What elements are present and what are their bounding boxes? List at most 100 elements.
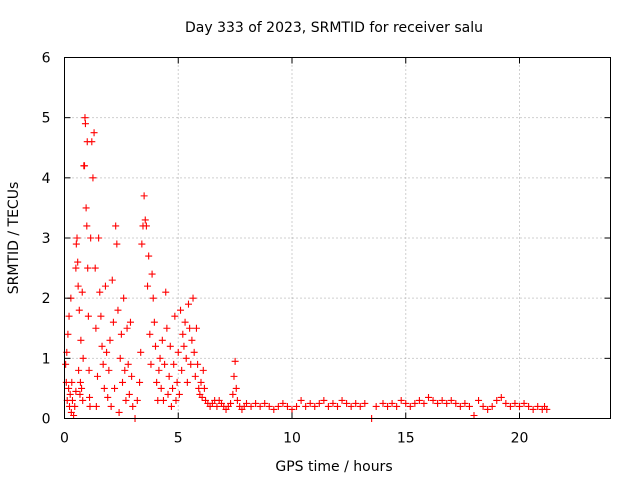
data-point <box>76 390 84 398</box>
data-point <box>81 120 89 128</box>
data-point <box>166 342 174 350</box>
data-point <box>388 399 396 407</box>
data-point <box>397 396 405 404</box>
data-point <box>456 402 464 410</box>
x-tick-label: 20 <box>511 431 529 447</box>
data-point <box>93 372 101 380</box>
data-point <box>231 357 239 365</box>
data-point <box>534 402 542 410</box>
y-tick-label: 5 <box>42 111 51 127</box>
y-tick-label: 4 <box>42 171 51 187</box>
data-point <box>288 405 296 413</box>
data-point <box>70 411 78 419</box>
data-point <box>429 396 437 404</box>
data-point <box>148 270 156 278</box>
data-point <box>101 282 109 290</box>
data-point <box>125 390 133 398</box>
data-point <box>243 399 250 407</box>
data-point <box>79 396 87 404</box>
data-point <box>352 399 360 407</box>
data-point <box>189 294 197 302</box>
tick-labels: 0 5 10 15 20 0 1 2 3 4 5 6 <box>42 51 529 447</box>
data-point <box>156 354 164 362</box>
data-point <box>115 408 123 416</box>
data-point <box>99 360 107 368</box>
data-point <box>71 402 79 410</box>
data-point <box>443 399 451 407</box>
data-point <box>452 399 460 407</box>
data-point <box>138 240 146 248</box>
data-point <box>159 396 167 404</box>
data-point <box>293 402 301 410</box>
data-point <box>112 222 120 230</box>
data-point <box>88 138 96 146</box>
data-point <box>520 399 528 407</box>
data-point <box>129 402 137 410</box>
data-point <box>182 354 190 362</box>
data-point <box>425 393 432 401</box>
data-point <box>83 222 91 230</box>
data-point <box>180 342 188 350</box>
data-point <box>324 402 332 410</box>
data-point <box>81 162 89 170</box>
data-point <box>247 402 255 410</box>
data-point <box>137 348 145 356</box>
data-point <box>279 399 287 407</box>
data-point <box>95 234 103 242</box>
data-point <box>140 192 148 200</box>
data-point <box>90 129 98 137</box>
data-point <box>420 399 428 407</box>
data-point <box>516 402 523 410</box>
data-point <box>169 384 177 392</box>
data-point <box>109 318 117 326</box>
data-point <box>256 402 264 410</box>
data-point <box>153 378 161 386</box>
data-point <box>68 396 76 404</box>
data-point <box>100 384 108 392</box>
data-point <box>66 390 74 398</box>
data-point <box>227 399 235 407</box>
data-point <box>188 336 196 344</box>
data-point <box>379 399 387 407</box>
data-point <box>229 390 237 398</box>
data-point <box>72 264 80 272</box>
data-point <box>167 402 175 410</box>
data-point <box>113 240 121 248</box>
data-point <box>497 393 505 401</box>
data-point <box>543 405 551 413</box>
data-point <box>484 405 492 413</box>
y-tick-label: 3 <box>42 231 51 247</box>
data-point <box>141 216 149 224</box>
data-point <box>85 366 93 374</box>
data-point <box>199 366 207 374</box>
data-point <box>181 318 189 326</box>
data-point <box>447 396 455 404</box>
data-point <box>78 384 86 392</box>
data-point <box>411 399 419 407</box>
data-point <box>121 366 129 374</box>
data-point <box>92 324 100 332</box>
x-tick-label: 5 <box>174 431 183 447</box>
axis-ticks <box>64 57 611 419</box>
data-point <box>502 399 510 407</box>
data-point <box>117 330 125 338</box>
data-point <box>120 294 128 302</box>
data-point <box>265 402 273 410</box>
data-point <box>529 405 537 413</box>
data-point <box>270 405 278 413</box>
data-point <box>192 324 200 332</box>
data-point <box>114 306 122 314</box>
data-point <box>142 222 150 230</box>
data-point <box>133 396 141 404</box>
data-point <box>65 384 73 392</box>
data-point <box>72 387 80 395</box>
data-point <box>171 312 179 320</box>
x-tick-label: 15 <box>397 431 415 447</box>
data-point <box>393 402 401 410</box>
data-point <box>406 402 414 410</box>
data-point <box>128 372 136 380</box>
data-point <box>147 360 155 368</box>
data-point <box>434 399 442 407</box>
data-point <box>438 396 446 404</box>
